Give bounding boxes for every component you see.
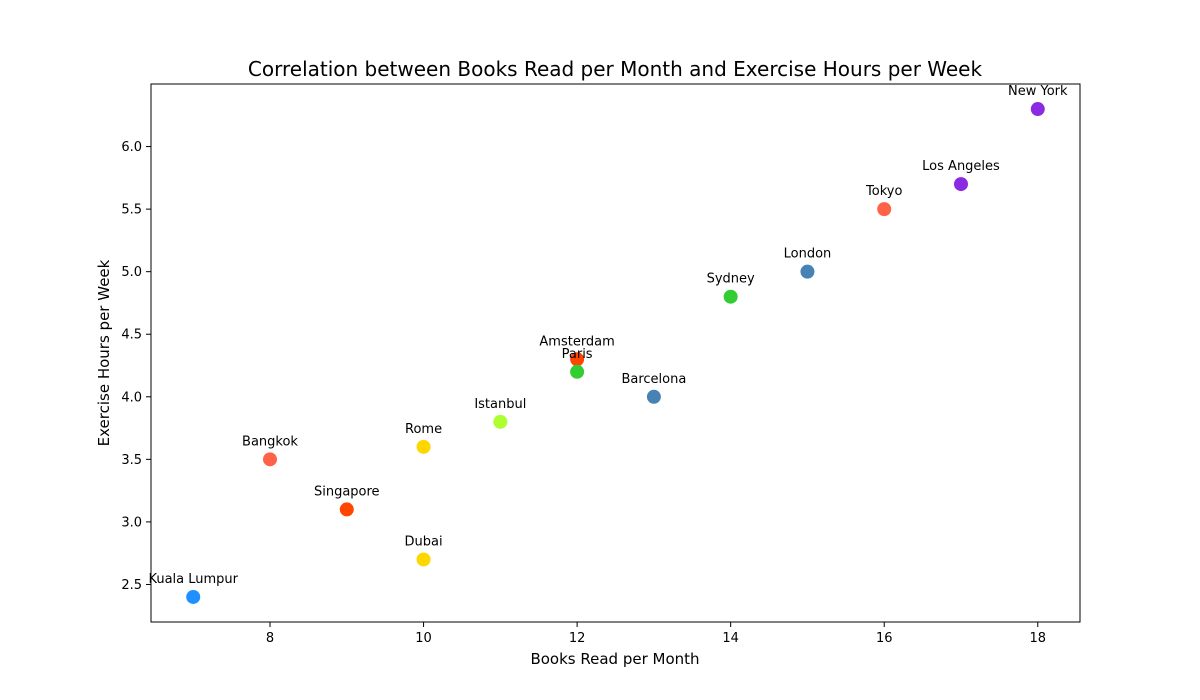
x-tick-label: 14 [722,631,739,646]
data-point-label: London [784,247,832,262]
data-point [339,502,354,517]
data-point [416,439,431,454]
y-tick-label: 6.0 [121,140,142,155]
y-tick-label: 4.5 [121,328,142,343]
data-point-label: Paris [562,347,593,362]
data-point-label: Singapore [314,484,380,499]
data-point [570,352,585,367]
x-tick-label: 16 [876,631,893,646]
data-point [723,289,738,304]
chart-title: Correlation between Books Read per Month… [248,57,983,81]
data-point [570,364,585,379]
data-point [493,414,508,429]
data-point [646,389,661,404]
data-point-label: Dubai [405,534,443,549]
data-point-label: Barcelona [621,372,686,387]
data-point [186,589,201,604]
data-point [416,552,431,567]
data-point-label: Tokyo [865,184,902,199]
y-tick-label: 2.5 [121,578,142,593]
y-tick-label: 4.0 [121,390,142,405]
data-point-label: Los Angeles [922,159,1000,174]
y-tick-label: 3.5 [121,453,142,468]
data-point [953,177,968,192]
x-tick-label: 8 [266,631,274,646]
data-point [1030,102,1045,117]
data-point-label: Sydney [707,272,755,287]
x-tick-label: 12 [569,631,586,646]
x-tick-label: 18 [1029,631,1046,646]
y-tick-label: 5.0 [121,265,142,280]
data-point-label: New York [1008,84,1068,99]
x-axis-label: Books Read per Month [530,650,699,668]
x-tick-label: 10 [415,631,432,646]
data-point-label: Amsterdam [539,334,614,349]
data-point-label: Kuala Lumpur [148,572,238,587]
data-point [800,264,815,279]
y-tick-label: 5.5 [121,203,142,218]
data-point-label: Rome [405,422,442,437]
y-axis-label: Exercise Hours per Week [95,259,113,446]
y-tick-label: 3.0 [121,515,142,530]
plot-area [151,84,1080,622]
plot-frame [150,83,1081,623]
data-point-label: Istanbul [474,397,526,412]
data-point [877,202,892,217]
data-point [263,452,278,467]
data-point-label: Bangkok [242,434,298,449]
